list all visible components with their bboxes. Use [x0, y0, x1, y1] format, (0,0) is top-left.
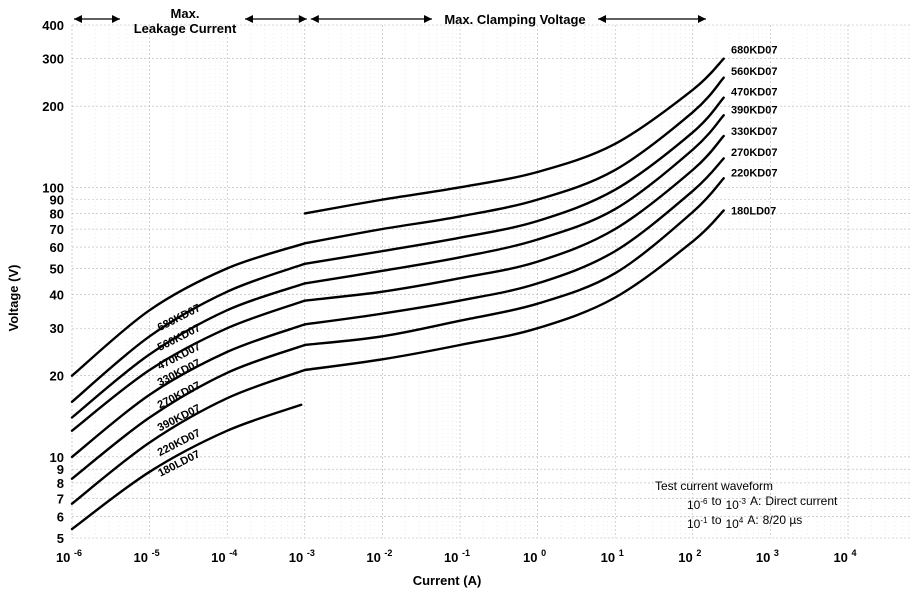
x-tick-label: 10 -3 — [289, 548, 315, 565]
y-tick-label: 70 — [50, 222, 64, 237]
curve-inline-labels: 680KD07560KD07470KD07330KD07270KD07390KD… — [156, 302, 203, 479]
clamping-curve-390kd07 — [303, 114, 725, 285]
leakage-curve-220kd07 — [70, 368, 306, 505]
x-tick-label: 10 1 — [601, 548, 624, 565]
grid — [71, 24, 910, 539]
x-tick-label: 10 -5 — [134, 548, 160, 565]
x-tick-label: 10 3 — [756, 548, 779, 565]
y-tick-label: 30 — [50, 321, 64, 336]
clamping-curve-270kd07 — [303, 157, 725, 326]
x-tick-label: 10 2 — [678, 548, 701, 565]
end-label-220kd07: 220KD07 — [731, 168, 777, 180]
x-tick-label: 10 -6 — [56, 548, 82, 565]
curve-end-labels: 680KD07 560KD07 470KD07 390KD07 330KD07 270KD… — [731, 45, 777, 218]
leakage-curve-330kd07 — [70, 299, 306, 432]
y-tick-label: 20 — [50, 369, 64, 384]
leakage-curve-180ld07 — [70, 403, 303, 531]
leakage-arrow-left — [74, 15, 120, 23]
clamping-curve-470kd07 — [303, 96, 725, 265]
clamping-curve-180ld07 — [303, 209, 725, 372]
y-tick-label: 6 — [57, 510, 64, 525]
x-axis-title: Current (A) — [413, 573, 482, 588]
clamping-curve-680kd07 — [303, 57, 725, 215]
end-label-390kd07: 390KD07 — [731, 104, 777, 116]
end-label-270kd07: 270KD07 — [731, 147, 777, 159]
end-label-560kd07: 560KD07 — [731, 66, 777, 78]
y-tick-label: 5 — [57, 531, 64, 546]
leakage-curve-270kd07 — [70, 323, 306, 459]
y-tick-label: 90 — [50, 193, 64, 208]
y-tick-label: 300 — [42, 52, 64, 67]
y-tick-label: 8 — [57, 476, 64, 491]
x-tick-label: 10 -1 — [444, 548, 470, 565]
leakage-curve-390kd07 — [70, 343, 306, 480]
curves — [70, 57, 725, 531]
end-label-180ld07: 180LD07 — [731, 205, 776, 217]
clamping-arrow-left — [310, 15, 432, 23]
note-line-surge: 10-1 to 104 A: 8/20 µs — [687, 513, 803, 531]
leakage-arrow-right — [245, 15, 307, 23]
x-tick-label: 10 4 — [833, 548, 856, 565]
y-tick-label: 7 — [57, 492, 64, 507]
x-tick-label: 10 -4 — [211, 548, 237, 565]
y-tick-label: 60 — [50, 240, 64, 255]
y-tick-label: 50 — [50, 261, 64, 276]
clamping-label: Max. Clamping Voltage — [444, 12, 585, 27]
x-tick-label: 10 -2 — [366, 548, 392, 565]
clamping-curve-220kd07 — [303, 177, 725, 347]
region-annotations: Max.Leakage Current Max. Clamping Voltage — [74, 6, 706, 36]
note-title: Test current waveform — [655, 479, 774, 493]
x-tick-label: 10 0 — [523, 548, 546, 565]
leakage-curve-680kd07 — [70, 242, 306, 377]
leakage-curve-470kd07 — [70, 282, 306, 419]
y-axis-title: Voltage (V) — [6, 265, 21, 332]
clamping-curve-560kd07 — [303, 76, 725, 245]
clamping-arrow-right — [598, 15, 706, 23]
leakage-label-line1: Max. — [171, 6, 200, 21]
test-waveform-note: Test current waveform 10-6 to 10-3 A: Di… — [655, 479, 837, 532]
y-tick-label: 9 — [57, 462, 64, 477]
end-label-680kd07: 680KD07 — [731, 45, 777, 57]
leakage-label-line2: Leakage Current — [134, 21, 237, 36]
y-tick-label: 400 — [42, 18, 64, 33]
y-tick-label: 10 — [50, 450, 64, 465]
y-tick-label: 80 — [50, 206, 64, 221]
end-label-330kd07: 330KD07 — [731, 126, 777, 138]
clamping-curve-330kd07 — [303, 134, 725, 302]
leakage-curve-560kd07 — [70, 262, 306, 403]
y-tick-label: 100 — [42, 180, 64, 195]
y-tick-label: 40 — [50, 288, 64, 303]
x-axis-ticks: 10 -6 10 -5 10 -4 10 -3 10 -2 10 -1 10 0 10 1 10… — [56, 548, 857, 565]
end-label-470kd07: 470KD07 — [731, 86, 777, 98]
y-tick-label: 200 — [42, 99, 64, 114]
note-line-dc: 10-6 to 10-3 A: Direct current — [687, 494, 838, 512]
